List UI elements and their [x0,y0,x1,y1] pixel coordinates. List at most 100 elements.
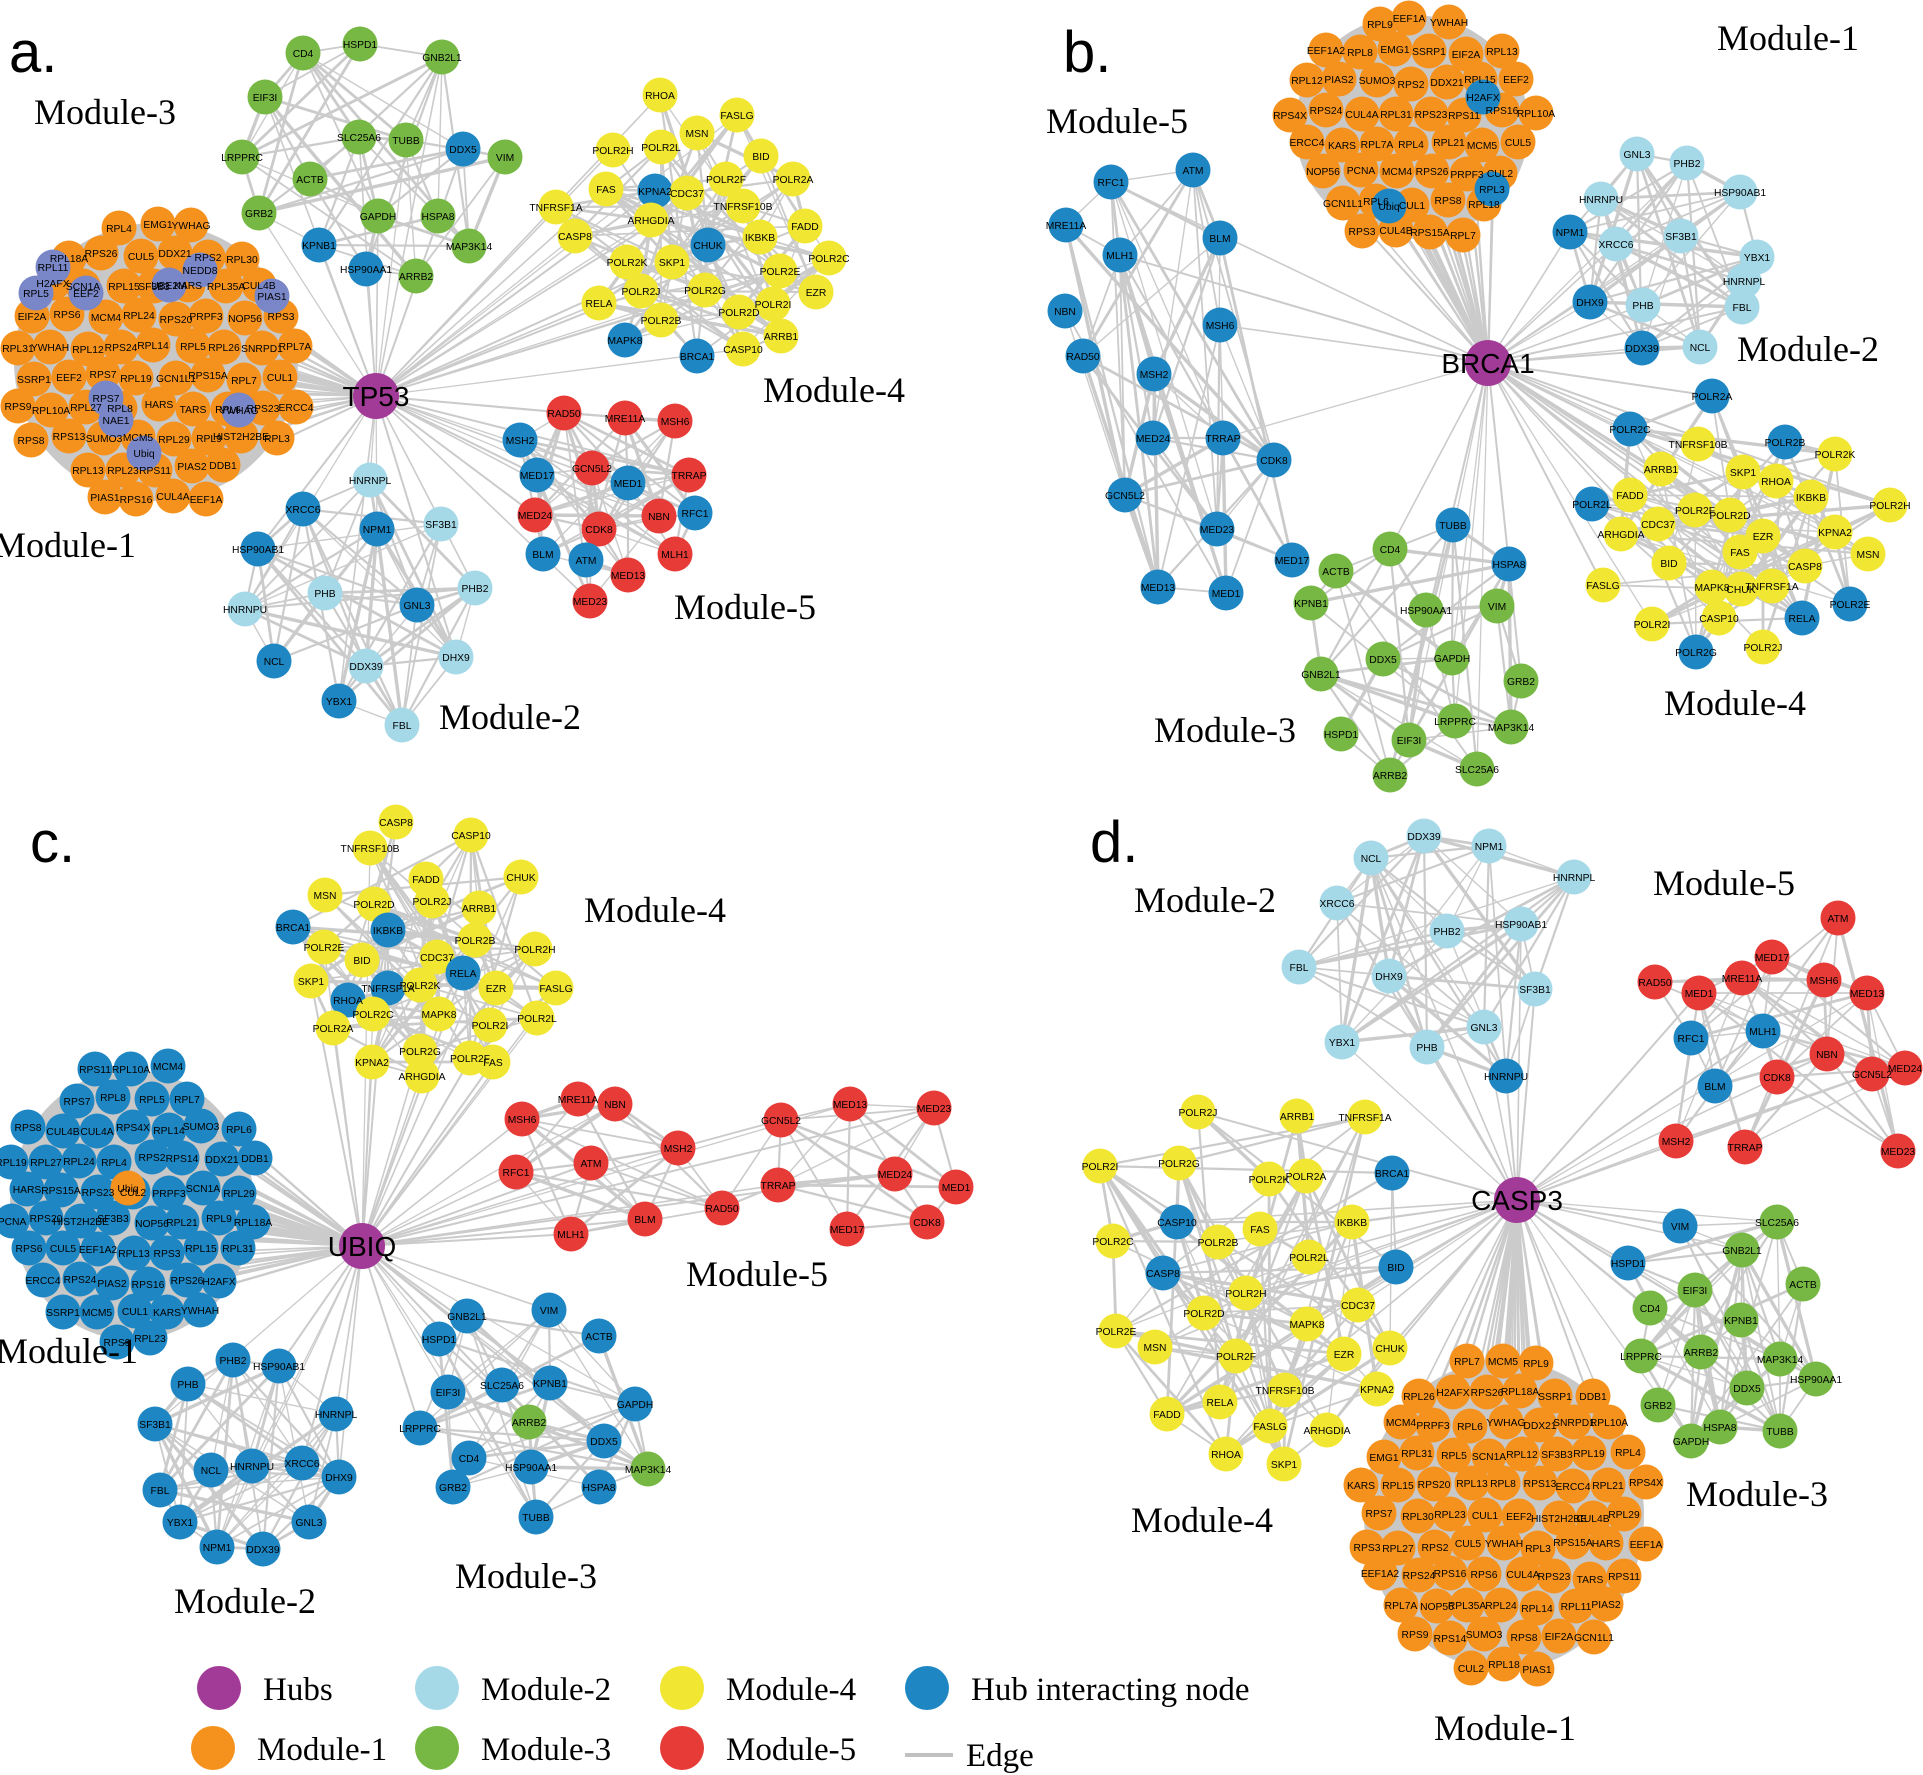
svg-text:RPL3: RPL3 [264,434,290,445]
svg-text:SKP1: SKP1 [659,258,686,269]
svg-text:EEF2: EEF2 [1503,75,1529,86]
svg-text:HIST2H2BE: HIST2H2BE [53,1217,109,1228]
svg-text:HSP90AB1: HSP90AB1 [232,545,284,556]
svg-text:Module-3: Module-3 [34,92,176,132]
svg-text:FADD: FADD [791,222,818,233]
svg-text:RPL18A: RPL18A [50,254,88,265]
svg-text:MED1: MED1 [1685,989,1714,1000]
svg-text:RPL18: RPL18 [1468,200,1500,211]
svg-text:YWHAG: YWHAG [1487,1418,1526,1429]
svg-text:RPS9: RPS9 [5,402,32,413]
svg-text:PIAS2: PIAS2 [97,1279,126,1290]
svg-text:ARRB1: ARRB1 [1644,465,1679,476]
svg-text:RPL9: RPL9 [1367,20,1393,31]
svg-text:CUL2: CUL2 [1487,169,1514,180]
svg-text:GCN5L2: GCN5L2 [572,464,612,475]
svg-text:LRPPRC: LRPPRC [1620,1352,1662,1363]
svg-text:DDX5: DDX5 [1369,655,1397,666]
svg-text:RPS3: RPS3 [1349,227,1376,238]
svg-text:CASP8: CASP8 [1146,1269,1180,1280]
svg-text:EEF1A: EEF1A [1630,1540,1663,1551]
svg-text:SUMO3: SUMO3 [1359,76,1396,87]
svg-text:TARS: TARS [180,405,207,416]
svg-text:POLR2D: POLR2D [353,900,394,911]
svg-text:RPS13: RPS13 [53,432,86,443]
svg-text:RPL26: RPL26 [208,343,240,354]
svg-text:GCN1L1: GCN1L1 [156,374,196,385]
svg-text:RPS26: RPS26 [1416,167,1449,178]
svg-text:RPL10A: RPL10A [32,406,70,417]
svg-text:TNFRSF10B: TNFRSF10B [1669,440,1728,451]
svg-text:RPL4: RPL4 [1615,1448,1641,1459]
svg-text:CUL5: CUL5 [1455,1539,1482,1550]
svg-text:NCL: NCL [1361,854,1382,865]
svg-text:KARS: KARS [1328,141,1356,152]
svg-text:BRCA1: BRCA1 [1375,1169,1410,1180]
svg-text:MCM4: MCM4 [1382,167,1413,178]
svg-text:RPL7: RPL7 [1454,1357,1480,1368]
svg-text:RPL7: RPL7 [174,1095,200,1106]
svg-text:TNFRSF1A: TNFRSF1A [1745,582,1798,593]
svg-text:YWHAG: YWHAG [220,406,259,417]
svg-text:ARRB2: ARRB2 [1684,1348,1719,1359]
svg-text:POLR2J: POLR2J [1179,1108,1218,1119]
svg-text:Module-1: Module-1 [0,1331,138,1371]
svg-text:RPL5: RPL5 [139,1095,165,1106]
svg-text:GCN1L1: GCN1L1 [1323,199,1363,210]
svg-text:CHUK: CHUK [506,873,535,884]
svg-text:ATM: ATM [581,1159,602,1170]
svg-text:POLR2B: POLR2B [1765,438,1806,449]
svg-text:SCN1A: SCN1A [186,1184,220,1195]
svg-text:CASP8: CASP8 [379,818,413,829]
svg-text:MAP3K14: MAP3K14 [1488,723,1535,734]
svg-text:KPNA2: KPNA2 [1360,1385,1394,1396]
svg-text:RAD50: RAD50 [547,409,580,420]
svg-text:RAD50: RAD50 [1066,352,1099,363]
svg-text:TARS: TARS [1577,1575,1604,1586]
svg-text:MAPK8: MAPK8 [422,1010,457,1021]
svg-text:POLR2F: POLR2F [1216,1352,1256,1363]
svg-text:GAPDH: GAPDH [1434,654,1471,665]
svg-text:POLR2E: POLR2E [1096,1327,1137,1338]
svg-text:SSRP1: SSRP1 [1538,1392,1572,1403]
svg-text:FBL: FBL [1290,963,1309,974]
svg-text:DDX39: DDX39 [349,662,382,673]
svg-text:RPS3: RPS3 [1354,1543,1381,1554]
svg-text:Ubiq: Ubiq [133,449,154,460]
svg-text:RPL12: RPL12 [1506,1450,1538,1461]
svg-text:POLR2B: POLR2B [641,316,682,327]
svg-text:EMG1: EMG1 [143,220,172,231]
svg-text:RPL13: RPL13 [118,1249,150,1260]
svg-text:MED17: MED17 [830,1225,865,1236]
svg-text:CUL4B: CUL4B [1379,226,1412,237]
svg-text:PHB2: PHB2 [220,1356,247,1367]
svg-text:RHOA: RHOA [645,91,675,102]
svg-text:RPS2: RPS2 [1422,1543,1449,1554]
svg-text:TNFRSF10B: TNFRSF10B [341,844,400,855]
svg-text:CUL5: CUL5 [128,252,155,263]
svg-text:PCNA: PCNA [0,1217,26,1228]
svg-text:FASLG: FASLG [720,111,753,122]
svg-text:ERCC4: ERCC4 [279,403,314,414]
svg-text:H2AFX: H2AFX [1436,1388,1469,1399]
svg-text:HIST2H2BE: HIST2H2BE [213,432,269,443]
svg-text:MED1: MED1 [942,1183,971,1194]
svg-text:RPL26: RPL26 [1403,1392,1435,1403]
svg-text:EIF3I: EIF3I [1397,736,1422,747]
svg-text:Module-4: Module-4 [1131,1500,1273,1540]
svg-text:KARS: KARS [1347,1481,1375,1492]
svg-text:TRRAP: TRRAP [761,1181,796,1192]
svg-text:RPL21: RPL21 [1592,1481,1624,1492]
svg-text:CASP10: CASP10 [1157,1218,1197,1229]
svg-text:MSH2: MSH2 [1140,370,1169,381]
svg-text:POLR2H: POLR2H [1225,1289,1266,1300]
svg-text:NCL: NCL [264,657,285,668]
svg-text:RPL7: RPL7 [231,376,257,387]
svg-text:MSN: MSN [686,129,709,140]
svg-text:RPS9: RPS9 [104,1338,131,1349]
svg-text:SUMO3: SUMO3 [183,1122,220,1133]
svg-text:BRCA1: BRCA1 [680,352,715,363]
svg-text:Module-5: Module-5 [1653,863,1795,903]
svg-text:CUL5: CUL5 [50,1244,77,1255]
svg-text:TRRAP: TRRAP [1728,1143,1763,1154]
